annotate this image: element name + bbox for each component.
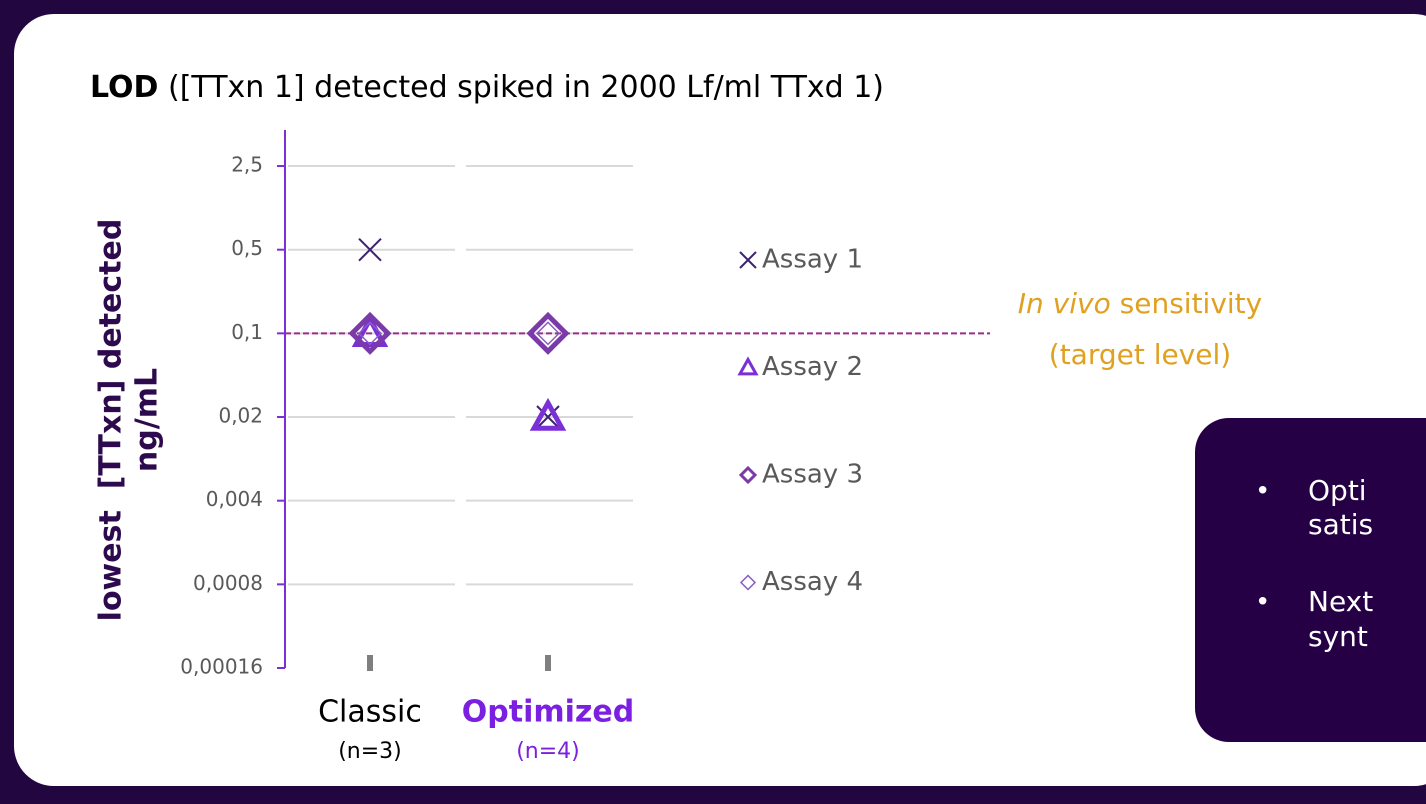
category-note: (n=4) <box>516 739 580 764</box>
category-tick <box>367 655 373 671</box>
marker-x <box>739 251 757 269</box>
title-rest: ([TTxn 1] detected spiked in 2000 Lf/ml … <box>168 70 884 105</box>
side-box <box>1195 418 1426 742</box>
marker-x <box>358 237 382 262</box>
marker-x <box>536 405 560 429</box>
category-note: (n=3) <box>338 739 402 764</box>
y-tick-label: 0,0008 <box>193 571 263 595</box>
y-tick-label: 0,02 <box>218 404 263 428</box>
y-axis-label: lowest [TTxn] detected <box>94 219 129 622</box>
legend-label: Assay 1 <box>762 245 863 275</box>
reference-label: In vivo sensitivity <box>1018 287 1262 320</box>
title-bold: LOD <box>90 70 158 105</box>
bullet: • <box>1255 588 1270 618</box>
category-tick <box>545 655 551 671</box>
y-axis-label: ng/mL <box>130 368 165 472</box>
x-tick-label: Optimized <box>462 695 634 730</box>
marker-diamond-open <box>739 574 757 591</box>
marker-triangle <box>529 397 567 431</box>
box-text: Next <box>1308 585 1373 618</box>
marker-diamond <box>526 311 570 355</box>
y-tick-label: 0,1 <box>231 320 263 344</box>
marker-diamond <box>348 311 392 355</box>
box-text: Opti <box>1308 474 1367 507</box>
marker-diamond <box>738 465 758 485</box>
box-text: satis <box>1308 508 1373 541</box>
legend-label: Assay 3 <box>762 460 863 490</box>
y-tick-label: 2,5 <box>231 153 263 177</box>
y-tick-label: 0,004 <box>206 487 263 511</box>
legend-label: Assay 2 <box>762 352 863 382</box>
y-tick-label: 0,5 <box>231 236 263 260</box>
chart-title: LOD ([TTxn 1] detected spiked in 2000 Lf… <box>90 70 884 105</box>
reference-label: (target level) <box>1049 338 1231 371</box>
box-text: synt <box>1308 620 1368 653</box>
bullet: • <box>1255 477 1270 507</box>
marker-triangle <box>737 356 759 376</box>
panel <box>14 14 1426 786</box>
reference-label-rest: sensitivity <box>1111 287 1262 320</box>
reference-label-italic: In vivo <box>1018 287 1111 320</box>
legend-label: Assay 4 <box>762 567 863 597</box>
marker-diamond-open <box>357 321 383 346</box>
marker-diamond-open <box>535 321 561 346</box>
x-tick-label: Classic <box>318 695 422 730</box>
y-tick-label: 0,00016 <box>180 655 263 679</box>
